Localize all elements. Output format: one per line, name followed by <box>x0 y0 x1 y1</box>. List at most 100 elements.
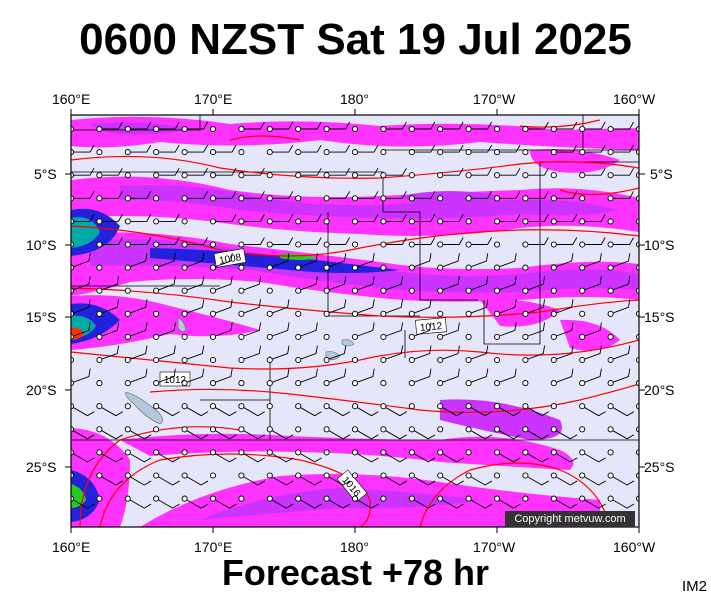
wind-barb <box>522 276 546 294</box>
wind-barb <box>181 368 205 387</box>
wind-barb <box>465 426 493 440</box>
wind-barb <box>323 299 347 317</box>
isobar-label-1012-central-text: 1012 <box>420 321 444 334</box>
wind-barb <box>408 368 432 387</box>
wind-barb <box>351 191 379 202</box>
wind-barb <box>266 214 294 225</box>
wind-barb <box>266 426 294 440</box>
wind-barb <box>437 345 460 364</box>
precip-sw-corner-core <box>71 470 100 522</box>
wind-barb <box>323 121 350 133</box>
wind-barb <box>266 287 273 294</box>
wind-barb <box>607 472 635 486</box>
lat-label-left-10s: 10°S <box>26 237 57 253</box>
wind-barb <box>153 144 180 156</box>
wind-barb <box>209 426 237 440</box>
wind-barb <box>493 191 521 202</box>
wind-barb <box>408 237 436 248</box>
wind-barb <box>550 449 578 463</box>
wind-barb <box>96 299 120 317</box>
wind-barb <box>522 449 550 463</box>
lon-label-top-180: 180° <box>340 91 369 107</box>
wind-barb <box>635 380 639 387</box>
wind-barb <box>380 495 387 502</box>
wind-barb <box>153 345 176 364</box>
wind-barb <box>96 264 103 271</box>
wind-barb <box>408 472 436 486</box>
wind-barb <box>181 121 208 133</box>
wind-barb <box>465 276 489 294</box>
lat-label-right-10s: 10°S <box>644 237 675 253</box>
wind-barb <box>437 322 460 340</box>
wind-barb <box>209 214 237 225</box>
wind-barb <box>351 241 359 248</box>
wind-barb <box>124 237 152 248</box>
chart-title: 0600 NZST Sat 19 Jul 2025 <box>79 15 632 64</box>
wind-barb <box>96 403 124 417</box>
isobar-label-1012-west-text: 1012 <box>164 375 187 386</box>
precip-extreme-streak <box>280 253 318 260</box>
wind-barb <box>465 121 492 133</box>
precip-band-south <box>120 433 574 470</box>
wind-barb <box>295 237 322 248</box>
wind-barb <box>209 368 233 387</box>
wind-barb <box>323 333 330 340</box>
wind-barb <box>181 276 205 294</box>
wind-barb <box>209 356 217 364</box>
wind-barb <box>266 449 294 463</box>
wind-barb <box>579 214 606 225</box>
wind-barb <box>493 167 521 179</box>
wind-barb <box>323 253 347 271</box>
wind-barb <box>323 495 351 509</box>
wind-barb <box>323 449 330 456</box>
wind-barb <box>238 426 266 440</box>
wind-barb <box>465 237 492 248</box>
lat-label-left-15s: 15°S <box>26 309 57 325</box>
wind-barb <box>522 322 546 340</box>
wind-barb <box>351 253 375 271</box>
wind-barb <box>550 322 574 340</box>
wind-barb <box>493 403 521 417</box>
wind-barb <box>96 237 123 248</box>
wind-barb <box>124 449 152 463</box>
wind-barb <box>408 403 415 410</box>
wind-barb <box>550 345 574 364</box>
wind-barb <box>266 345 290 364</box>
precip-east-arm <box>400 191 500 213</box>
wind-barb <box>465 449 472 456</box>
wind-barb <box>323 144 350 156</box>
wind-barb <box>295 449 322 463</box>
wind-barb <box>607 121 634 133</box>
wind-barb <box>295 195 302 202</box>
wind-barb <box>124 345 148 364</box>
wind-barb <box>550 253 574 271</box>
wind-barb <box>295 253 318 271</box>
wind-barb <box>351 214 379 225</box>
wind-barb <box>550 426 578 440</box>
wind-barb <box>351 449 379 463</box>
wind-barb <box>209 449 237 463</box>
wind-barb <box>238 495 245 502</box>
wind-barb <box>96 149 103 156</box>
isobar-label-1016: 1016 <box>336 469 368 503</box>
wind-barb <box>96 495 103 502</box>
wind-barb <box>238 345 262 364</box>
lon-label-bottom-170e: 170°E <box>194 539 233 555</box>
isobar-11 <box>559 187 639 196</box>
wind-barb <box>607 495 635 509</box>
wind-barb <box>209 299 233 317</box>
map-ticks <box>65 109 645 533</box>
wind-barb <box>493 449 521 463</box>
wind-barb <box>437 495 464 509</box>
wind-barb <box>437 310 444 317</box>
wind-barb <box>124 121 152 133</box>
wind-barb <box>351 322 375 340</box>
wind-barb <box>579 310 586 317</box>
wind-barb <box>351 144 379 156</box>
lat-label-left-25s: 25°S <box>26 459 57 475</box>
precip-band-south-se <box>440 399 562 440</box>
wind-barb <box>209 167 237 179</box>
wind-barb <box>266 237 294 248</box>
wind-barb <box>437 403 464 417</box>
wind-barb <box>635 149 639 156</box>
